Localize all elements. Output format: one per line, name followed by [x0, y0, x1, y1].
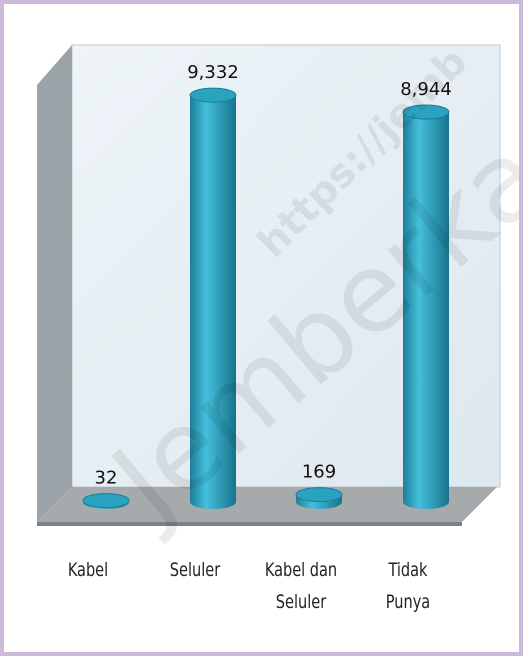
floor-edge: [37, 522, 462, 526]
x-tick-label: Seluler: [169, 559, 221, 581]
bar-body: [190, 95, 236, 509]
bar: [82, 493, 130, 509]
x-tick-label: Tidak Punya: [385, 559, 431, 613]
x-tick-label: Kabel dan Seluler: [264, 559, 338, 613]
bar: [189, 87, 237, 509]
x-tick-label: Kabel: [67, 559, 109, 581]
bar-top: [295, 487, 343, 503]
floor: [37, 487, 497, 522]
bar-top: [82, 493, 130, 509]
bar-top: [189, 87, 237, 103]
bar: [295, 487, 343, 509]
bar-body: [403, 112, 449, 510]
data-label: 8,944: [400, 79, 452, 100]
data-label: 169: [302, 462, 336, 483]
data-label: 32: [95, 468, 118, 489]
bar-top: [402, 104, 450, 120]
side-wall: [37, 45, 72, 522]
data-label: 9,332: [187, 62, 239, 83]
bar: [402, 104, 450, 510]
